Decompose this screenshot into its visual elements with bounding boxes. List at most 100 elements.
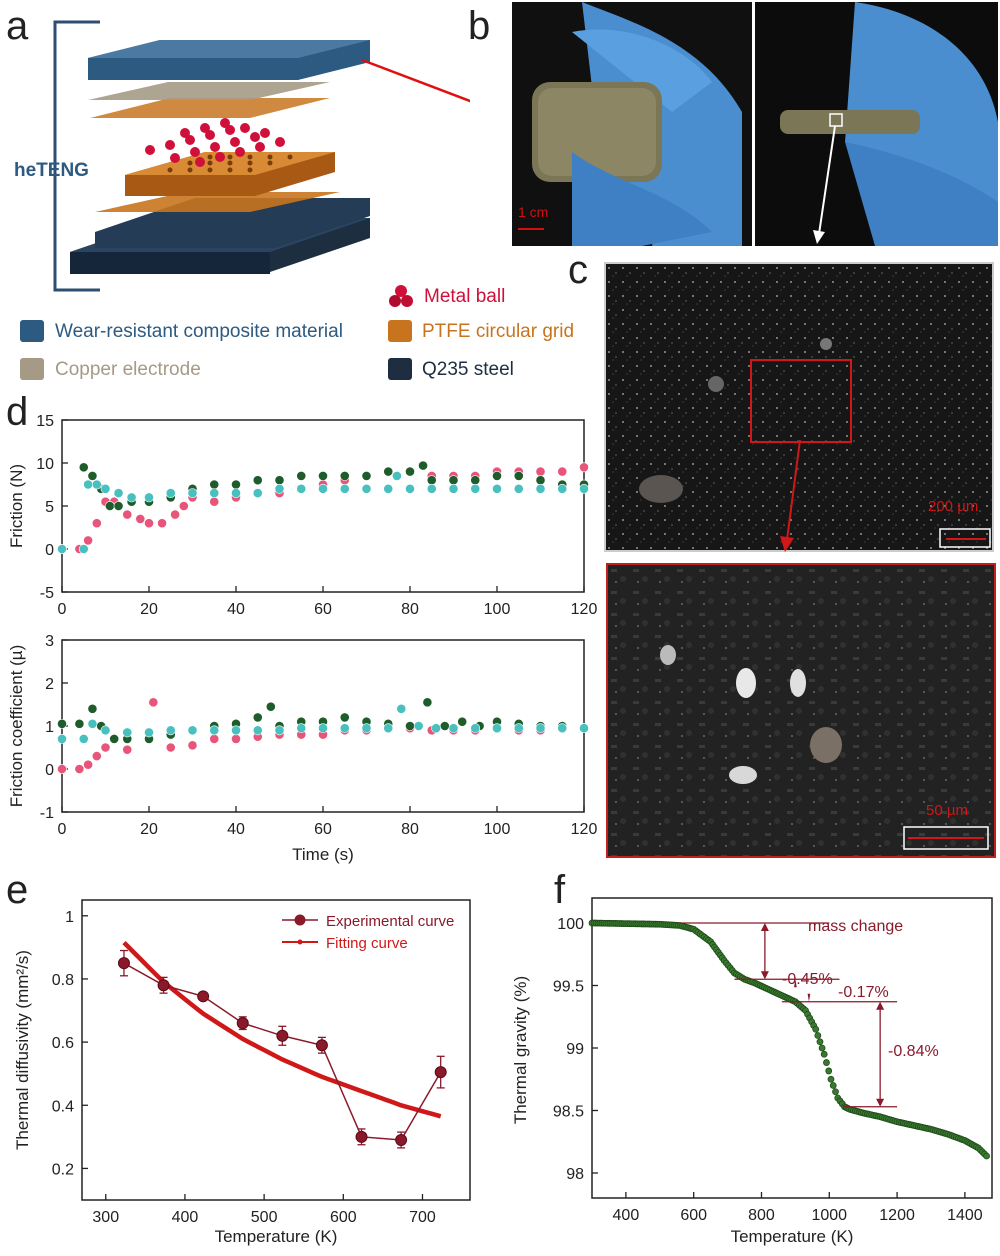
coefficient-point	[274, 725, 285, 736]
gravity-xtick-label: 1400	[947, 1207, 983, 1224]
gravity-ytick-label: 98.5	[553, 1104, 584, 1121]
mass-arrow-3-head-up	[876, 1001, 885, 1010]
device-exploded-illustration	[53, 20, 470, 292]
coefficient-ytick-label: 0	[45, 762, 54, 779]
panel-label-a: a	[6, 4, 29, 48]
friction-xtick-label: 60	[314, 601, 332, 618]
sem-image-overview: 200 µm	[604, 262, 994, 552]
gravity-point	[820, 1050, 828, 1058]
friction-point	[104, 501, 115, 511]
wear-resistant-block	[88, 40, 370, 80]
legend-metal-ball: Metal ball	[424, 286, 506, 307]
friction-point	[535, 483, 546, 494]
coefficient-point	[231, 733, 241, 744]
friction-point	[209, 479, 220, 490]
legend-fit-marker	[297, 939, 303, 945]
friction-point	[383, 466, 394, 477]
coefficient-point	[87, 718, 98, 729]
blue-block-icon	[20, 320, 44, 342]
friction-point	[135, 514, 146, 524]
gravity-xtick-label: 800	[748, 1207, 775, 1224]
coefficient-point	[100, 742, 111, 753]
coefficient-xtick-label: 120	[571, 821, 598, 838]
coefficient-point	[187, 740, 198, 751]
friction-point	[78, 462, 89, 473]
friction-point	[178, 501, 189, 511]
coefficient-xtick-label: 20	[140, 821, 158, 838]
coefficient-point	[405, 721, 415, 731]
scale-bar-1cm: 1 cm	[518, 204, 549, 220]
friction-point	[126, 492, 137, 503]
friction-point	[557, 466, 568, 477]
friction-xtick-label: 80	[401, 601, 419, 618]
coefficient-point	[57, 764, 67, 774]
friction-xtick-label: 100	[484, 601, 511, 618]
coefficient-point	[74, 764, 85, 774]
friction-point	[448, 475, 459, 486]
legend-copper: Copper electrode	[55, 359, 201, 380]
panel-label-b: b	[468, 4, 491, 48]
coefficient-point	[557, 723, 568, 734]
mass-change-1: -0.45%	[782, 971, 833, 988]
coefficient-point	[187, 725, 198, 736]
coefficient-point	[361, 723, 372, 734]
coefficient-point	[513, 723, 524, 734]
ptfe-grid	[125, 152, 335, 196]
diffusivity-ylabel: Thermal diffusivity (mm²/s)	[13, 950, 32, 1150]
coefficient-point	[87, 703, 98, 714]
experimental-point	[236, 1017, 249, 1030]
friction-point	[83, 535, 93, 546]
panel-label-e: e	[6, 868, 29, 912]
friction-point	[418, 460, 428, 471]
friction-point	[100, 483, 111, 494]
friction-point	[209, 496, 220, 507]
friction-frame	[61, 419, 585, 593]
coefficient-point	[439, 721, 450, 731]
coefficient-point	[422, 697, 433, 708]
friction-point	[91, 479, 102, 490]
gravity-xtick-label: 600	[680, 1207, 707, 1224]
coefficient-point	[396, 703, 407, 714]
gravity-point	[827, 1075, 835, 1083]
friction-point	[170, 509, 180, 520]
gravity-xtick-label: 400	[613, 1207, 640, 1224]
coefficient-point	[83, 759, 93, 770]
fitting-curve	[122, 941, 442, 1119]
coefficient-point	[122, 744, 133, 755]
coefficient-ylabel: Friction coefficient (µ)	[7, 645, 26, 808]
friction-point	[113, 501, 124, 511]
coefficient-point	[431, 723, 441, 734]
friction-point	[57, 544, 67, 554]
gravity-point	[829, 1082, 837, 1089]
gravity-xlabel: Temperature (K)	[731, 1227, 854, 1246]
coefficient-point	[448, 723, 459, 734]
friction-ytick-label: 0	[45, 542, 54, 559]
coefficient-point	[492, 723, 502, 734]
friction-point	[231, 488, 241, 498]
coefficient-point	[57, 733, 67, 744]
coefficient-point	[339, 712, 350, 723]
gravity-xtick-label: 1200	[879, 1207, 915, 1224]
friction-point	[392, 471, 402, 481]
friction-point	[492, 483, 502, 494]
panel-label-c: c	[568, 248, 588, 292]
gravity-ytick-label: 99	[566, 1041, 584, 1058]
coefficient-ytick-label: -1	[40, 805, 54, 822]
friction-point	[252, 475, 263, 486]
friction-point	[122, 509, 133, 520]
diffusivity-ytick-label: 0.2	[52, 1161, 74, 1178]
coefficient-point	[252, 712, 263, 723]
gravity-ytick-label: 99.5	[553, 979, 584, 996]
coefficient-point	[470, 723, 481, 734]
friction-xtick-label: 40	[227, 601, 245, 618]
friction-point	[144, 492, 154, 503]
friction-point	[470, 475, 481, 486]
friction-xtick-label: 20	[140, 601, 158, 618]
experimental-point	[434, 1066, 447, 1079]
gravity-ylabel: Thermal gravity (%)	[511, 976, 530, 1124]
mass-change-3: -0.84%	[888, 1043, 939, 1060]
diffusivity-ytick-label: 1	[65, 909, 74, 926]
gravity-point	[832, 1088, 839, 1096]
friction-point	[209, 488, 220, 498]
coefficient-xtick-label: 40	[227, 821, 245, 838]
